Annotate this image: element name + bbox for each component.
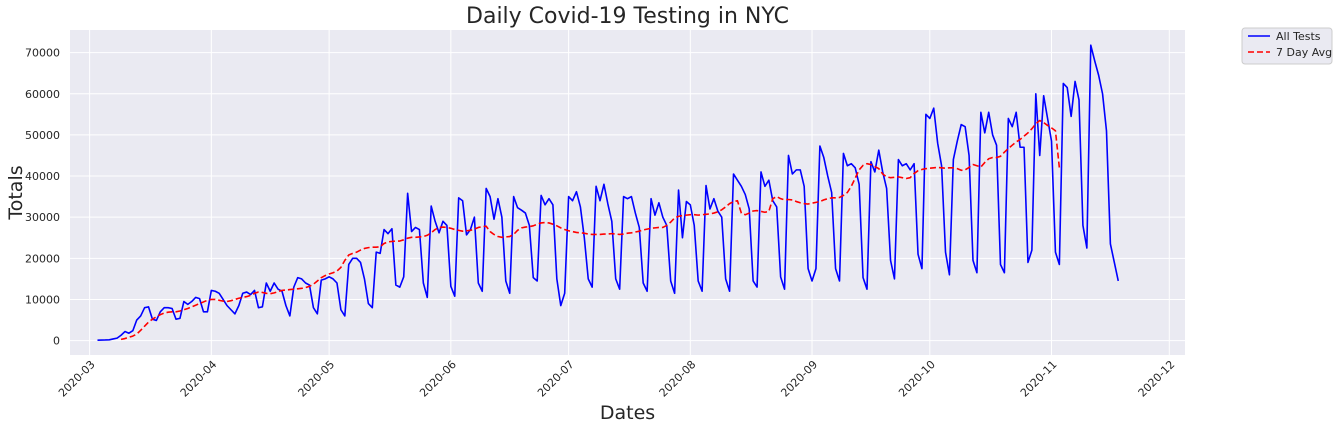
legend-label-all-tests: All Tests (1276, 30, 1321, 43)
y-tick-label: 10000 (25, 293, 60, 306)
y-tick-label: 60000 (25, 88, 60, 101)
x-tick-label: 2020-05 (296, 358, 338, 400)
y-tick-label: 0 (53, 335, 60, 348)
series-layer (97, 44, 1120, 341)
y-axis-ticks: 0 10000 20000 30000 40000 50000 60000 70000 (25, 47, 60, 348)
x-tick-label: 2020-12 (1136, 358, 1178, 400)
legend-box (1241, 27, 1333, 65)
plot-area (70, 30, 1185, 355)
x-tick-label: 2020-04 (178, 358, 220, 400)
x-tick-label: 2020-06 (417, 358, 459, 400)
y-tick-label: 50000 (25, 129, 60, 142)
chart-title: Daily Covid-19 Testing in NYC (466, 4, 789, 29)
series-line-all-tests (97, 44, 1120, 341)
y-tick-label: 20000 (25, 252, 60, 265)
legend: All Tests 7 Day Avg (1241, 27, 1333, 65)
x-axis-title: Dates (600, 402, 655, 424)
x-tick-label: 2020-11 (1018, 358, 1060, 400)
grid (70, 30, 1185, 355)
x-axis-ticks: 2020-03 2020-04 2020-05 2020-06 2020-07 2020-… (56, 358, 1177, 400)
y-axis-title: Totals (5, 165, 27, 220)
y-tick-label: 30000 (25, 211, 60, 224)
x-tick-label: 2020-08 (657, 358, 699, 400)
x-tick-label: 2020-10 (896, 358, 938, 400)
y-tick-label: 70000 (25, 47, 60, 60)
x-tick-label: 2020-09 (778, 358, 820, 400)
x-tick-label: 2020-03 (56, 358, 98, 400)
y-tick-label: 40000 (25, 170, 60, 183)
x-tick-label: 2020-07 (535, 358, 577, 400)
legend-label-7-day-avg: 7 Day Avg (1276, 46, 1332, 59)
series-line-7-day-avg (120, 119, 1061, 341)
